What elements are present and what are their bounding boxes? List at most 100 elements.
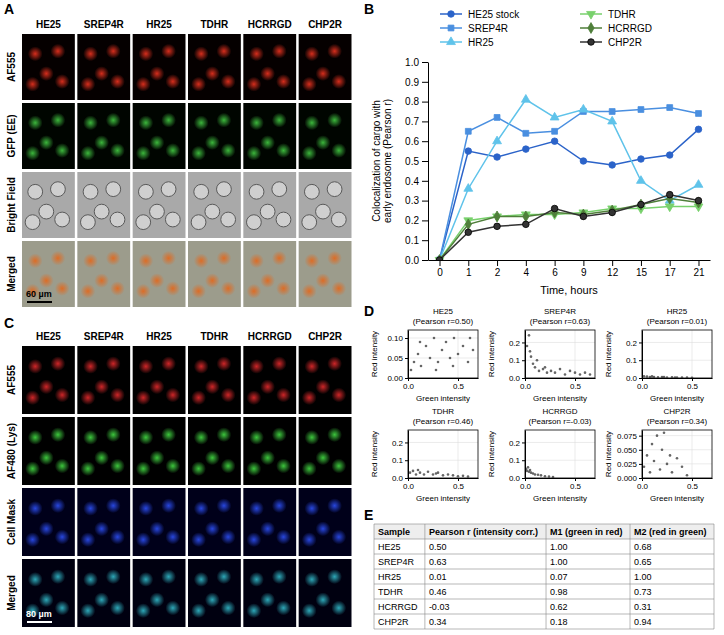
cell (165, 601, 180, 616)
cell (221, 212, 236, 227)
cell (194, 359, 209, 374)
point (552, 476, 555, 478)
cell (316, 521, 331, 536)
column-head: HR25 (146, 331, 172, 342)
cell (150, 66, 165, 81)
cell (51, 569, 66, 584)
tick-mark (522, 460, 525, 461)
cell (136, 603, 151, 618)
axis-line (526, 478, 596, 479)
cell (161, 44, 176, 59)
legend-label: HCRRGD (608, 23, 652, 34)
tile-background (243, 34, 296, 100)
chart-title: HR25 (667, 307, 688, 316)
image-tile (243, 417, 296, 485)
tick-label: 0.5 (687, 382, 699, 391)
cell (304, 253, 319, 268)
point (413, 361, 416, 364)
scale-bar (27, 621, 52, 623)
chart-title: CHP2R (663, 407, 690, 416)
legend-marker (447, 37, 456, 45)
plot-area (410, 337, 475, 372)
series-line (440, 195, 699, 260)
cell (55, 212, 70, 227)
scale-bar (27, 301, 52, 303)
tick-mark (408, 378, 409, 381)
legend-entry: HE25 stock (440, 9, 520, 20)
tick: 0.0 (403, 378, 415, 391)
cell (260, 379, 275, 394)
cell (83, 115, 98, 130)
cell (110, 388, 125, 403)
image-tile (133, 488, 186, 556)
cell (331, 459, 346, 474)
tick: 0.2 (509, 339, 525, 348)
panel-label: E (364, 507, 373, 523)
tile-background (77, 103, 130, 169)
grid-line (575, 430, 576, 478)
series-line (440, 108, 699, 260)
tick-label: 15 (636, 267, 648, 278)
plot-area (526, 334, 592, 376)
point (532, 362, 535, 365)
tick: 0.6 (405, 136, 428, 147)
tick-mark (522, 360, 525, 361)
tile-background (22, 103, 75, 169)
cell (221, 530, 236, 545)
tick-mark (405, 358, 408, 359)
image-tile (77, 417, 130, 485)
table-cell: HCRRGD (378, 602, 418, 612)
tile-background (243, 346, 296, 414)
cell (110, 281, 125, 296)
cell (249, 184, 264, 199)
tile-background (299, 417, 352, 485)
cell (110, 212, 125, 227)
cell (316, 66, 331, 81)
cell (272, 182, 287, 197)
cell (55, 281, 70, 296)
point (435, 472, 438, 475)
series-line (440, 207, 699, 260)
tile-background (77, 241, 130, 307)
cell (39, 592, 54, 607)
cell (136, 77, 151, 92)
tick-label: 0.1 (509, 456, 521, 465)
cell (205, 66, 220, 81)
marker (523, 211, 529, 222)
cell (28, 184, 43, 199)
tick-mark (405, 478, 408, 479)
cell (25, 461, 40, 476)
tick-mark (525, 478, 526, 481)
tick: 0.025 (617, 460, 642, 469)
cell (302, 390, 317, 405)
tile-background (188, 346, 241, 414)
scatter-chart: 0.000.050.100.00.5HE25(Pearson r=0.50)Gr… (370, 307, 479, 403)
cell (304, 115, 319, 130)
tick-label: 0.025 (617, 460, 638, 469)
cell (302, 215, 317, 230)
table-cell: HR25 (378, 572, 401, 582)
cell (28, 253, 43, 268)
marker (436, 255, 442, 260)
cell (83, 430, 98, 445)
marker (695, 197, 702, 204)
image-tile (77, 488, 130, 556)
row-label: AF555 (6, 52, 17, 82)
cell (191, 146, 206, 161)
tick: 0.2 (626, 339, 642, 348)
cell (25, 77, 40, 92)
tick-label: 0.0 (405, 255, 419, 266)
point (457, 353, 460, 356)
cell (302, 461, 317, 476)
cell (94, 273, 109, 288)
plot-frame (525, 430, 595, 478)
image-tile (188, 417, 241, 485)
axis-line (643, 478, 713, 479)
tick-mark (408, 478, 409, 481)
marker (494, 211, 500, 222)
cell (81, 77, 96, 92)
cell (28, 430, 43, 445)
cell (51, 182, 66, 197)
cell (55, 74, 70, 89)
cell (260, 592, 275, 607)
